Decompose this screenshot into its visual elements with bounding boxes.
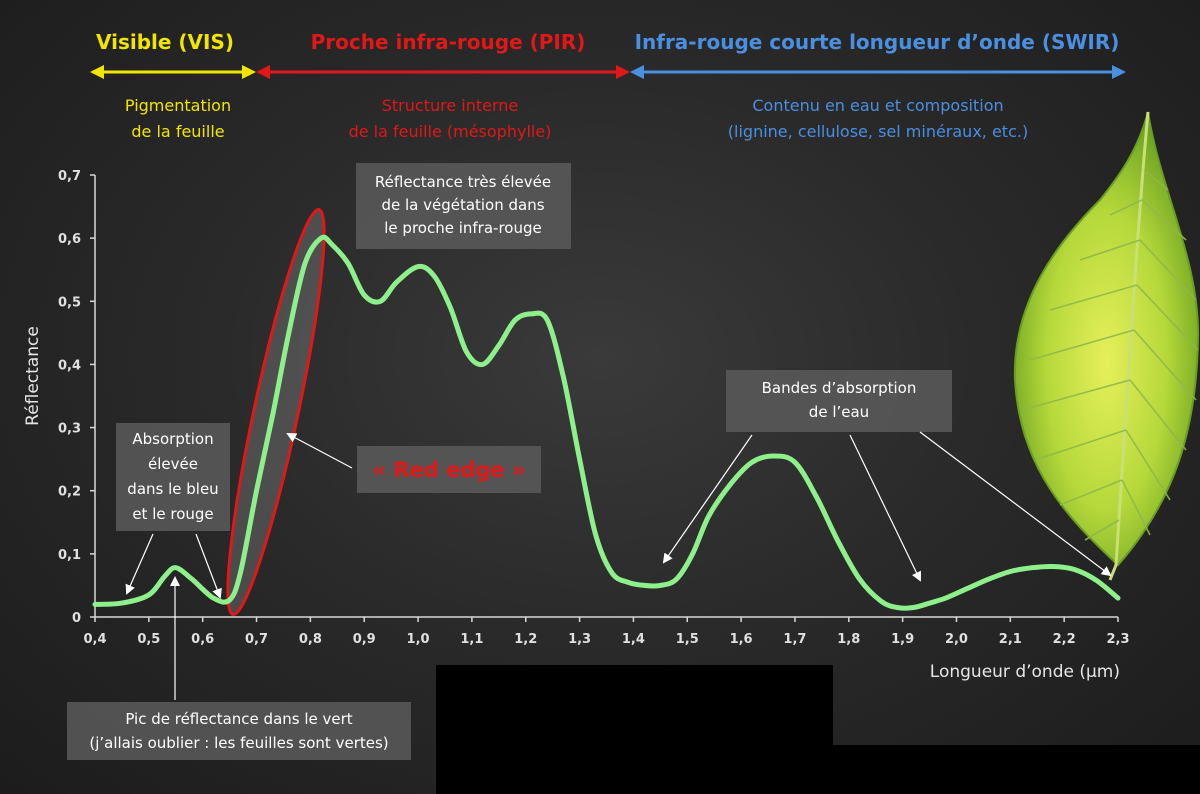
y-tick-label: 0 xyxy=(72,611,81,626)
x-tick-label: 0,5 xyxy=(137,632,160,647)
reflectance-curve xyxy=(92,234,1121,611)
absorption-line-3: dans le bleu xyxy=(127,480,218,498)
x-axis-ticks: 0,4 0,5 0,6 0,7 0,8 0,9 1,0 1,1 1,2 1,3 1,4 1,5 1,6 1… xyxy=(83,617,1130,647)
absorption-line-4: et le rouge xyxy=(132,505,213,523)
x-tick-label: 1,5 xyxy=(676,632,699,647)
green-peak-line-1: Pic de réflectance dans le vert xyxy=(125,710,352,728)
x-tick-label: 2,1 xyxy=(999,632,1022,647)
x-tick-label: 0,9 xyxy=(353,632,376,647)
nir-peak-line-1: Réflectance très élevée xyxy=(375,173,551,191)
swir-desc-line-2: (lignine, cellulose, sel minéraux, etc.) xyxy=(728,122,1028,141)
y-tick-label: 0,4 xyxy=(58,358,81,373)
axes xyxy=(94,175,1118,618)
x-tick-label: 0,7 xyxy=(245,632,268,647)
water-absorption-callout: Bandes d’absorption de l’eau xyxy=(662,370,1112,582)
pir-desc-line-2: de la feuille (mésophylle) xyxy=(349,122,552,141)
pir-desc-line-1: Structure interne xyxy=(382,96,519,115)
red-edge-label: « Red edge » xyxy=(372,458,525,482)
black-overlay-strip xyxy=(833,745,1200,794)
x-tick-label: 1,2 xyxy=(514,632,537,647)
absorption-line-1: Absorption xyxy=(132,430,213,448)
x-tick-label: 2,3 xyxy=(1106,632,1129,647)
x-tick-label: 1,1 xyxy=(460,632,483,647)
x-tick-label: 2,2 xyxy=(1053,632,1076,647)
pir-span-arrow xyxy=(256,65,630,79)
x-tick-label: 1,9 xyxy=(891,632,914,647)
y-axis-label: Réflectance xyxy=(23,326,43,426)
black-overlay-box xyxy=(436,665,833,794)
absorption-line-2: élevée xyxy=(148,455,198,473)
y-tick-label: 0,3 xyxy=(58,422,81,437)
x-tick-label: 0,6 xyxy=(191,632,214,647)
water-absorption-line-2: de l’eau xyxy=(809,403,869,421)
swir-title: Infra-rouge courte longueur d’onde (SWIR… xyxy=(635,30,1120,54)
x-axis-label: Longueur d’onde (µm) xyxy=(930,662,1120,682)
x-tick-label: 2,0 xyxy=(945,632,968,647)
vis-desc-line-2: de la feuille xyxy=(131,122,224,141)
x-tick-label: 1,0 xyxy=(407,632,430,647)
green-peak-callout: Pic de réflectance dans le vert (j’allai… xyxy=(67,576,411,760)
x-tick-label: 0,8 xyxy=(299,632,322,647)
y-tick-label: 0,7 xyxy=(58,169,81,184)
green-peak-line-2: (j’allais oublier : les feuilles sont ve… xyxy=(89,734,388,752)
red-edge-callout: « Red edge » xyxy=(286,433,541,493)
x-tick-label: 1,8 xyxy=(837,632,860,647)
swir-span-arrow xyxy=(630,65,1126,79)
x-tick-label: 1,7 xyxy=(783,632,806,647)
absorption-blue-red-callout: Absorption élevée dans le bleu et le rou… xyxy=(116,423,230,599)
y-tick-label: 0,6 xyxy=(58,232,81,247)
nir-peak-callout: Réflectance très élevée de la végétation… xyxy=(356,163,571,249)
vis-title: Visible (VIS) xyxy=(96,30,234,54)
vis-span-arrow xyxy=(90,65,256,79)
y-axis-ticks: 0 0,1 0,2 0,3 0,4 0,5 0,6 0,7 xyxy=(58,169,95,626)
x-tick-label: 1,4 xyxy=(622,632,645,647)
x-tick-label: 1,6 xyxy=(730,632,753,647)
vis-desc-line-1: Pigmentation xyxy=(125,96,231,115)
swir-desc-line-1: Contenu en eau et composition xyxy=(752,96,1003,115)
nir-peak-line-2: de la végétation dans xyxy=(381,196,544,214)
y-tick-label: 0,2 xyxy=(58,485,81,500)
y-tick-label: 0,5 xyxy=(58,295,81,310)
x-tick-label: 1,3 xyxy=(568,632,591,647)
pir-title: Proche infra-rouge (PIR) xyxy=(311,30,586,54)
leaf-icon xyxy=(1013,111,1200,581)
water-absorption-line-1: Bandes d’absorption xyxy=(762,379,917,397)
red-edge-ellipse xyxy=(226,207,326,617)
x-tick-label: 0,4 xyxy=(83,632,106,647)
nir-peak-line-3: le proche infra-rouge xyxy=(384,219,541,237)
y-tick-label: 0,1 xyxy=(58,548,81,563)
